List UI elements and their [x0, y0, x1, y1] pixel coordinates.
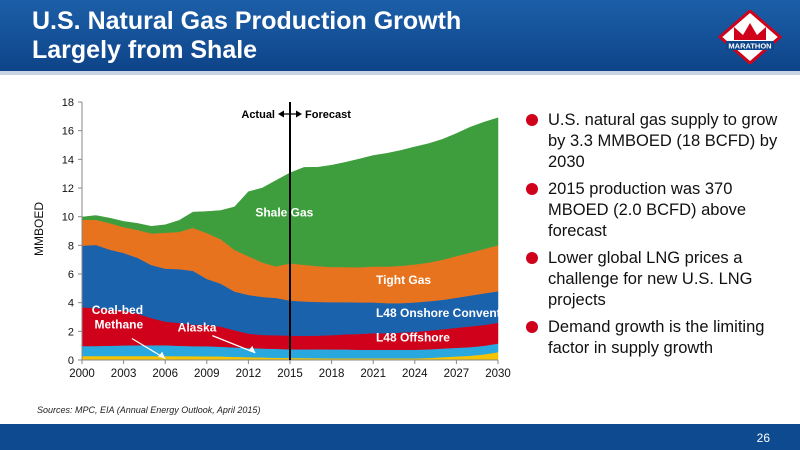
series-label: L48 Offshore	[376, 330, 450, 344]
alaska-pointer-arrow-icon	[248, 345, 256, 353]
logo-wordmark: MARATHON	[728, 42, 771, 51]
x-tick-label: 2027	[444, 368, 470, 380]
title-bar	[0, 0, 800, 71]
series-label: L48 Onshore Conventional	[376, 306, 512, 320]
slide-title-line-2: Largely from Shale	[32, 36, 258, 64]
x-tick-label: 2012	[236, 368, 262, 380]
series-label: Coal-bed	[92, 303, 143, 317]
bullet-item: U.S. natural gas supply to grow by 3.3 M…	[526, 110, 788, 173]
actual-label: Actual	[241, 109, 275, 121]
arrow-left-icon	[278, 110, 284, 118]
x-tick-label: 2030	[485, 368, 511, 380]
bullet-text: Lower global LNG prices a challenge for …	[548, 249, 753, 309]
coalbed-pointer-arrow-icon	[158, 351, 166, 359]
y-tick-label: 4	[68, 298, 74, 310]
arrow-right-icon	[296, 110, 302, 118]
series-label: Tight Gas	[376, 273, 431, 287]
bullet-text: Demand growth is the limiting factor in …	[548, 318, 765, 357]
y-tick-label: 6	[68, 269, 74, 281]
source-note: Sources: MPC, EIA (Annual Energy Outlook…	[37, 405, 261, 415]
x-tick-label: 2021	[360, 368, 386, 380]
x-tick-label: 2024	[402, 368, 428, 380]
y-tick-label: 18	[62, 97, 74, 109]
y-tick-label: 12	[62, 183, 74, 195]
slide-title-line-1: U.S. Natural Gas Production Growth	[32, 7, 462, 35]
bullet-item: Lower global LNG prices a challenge for …	[526, 248, 788, 311]
x-tick-label: 2009	[194, 368, 220, 380]
bullet-dot-icon	[526, 114, 538, 126]
bullet-dot-icon	[526, 183, 538, 195]
series-label: Alaska	[178, 320, 217, 334]
production-chart: MMBOED 0 2 4 6 8 10 12 14 16 18 2000 2003 2006 2009 20…	[32, 97, 512, 380]
y-axis-label: MMBOED	[32, 202, 46, 256]
slide-title: U.S. Natural Gas Production Growth Large…	[32, 7, 461, 65]
y-tick-label: 8	[68, 240, 74, 252]
x-tick-label: 2003	[111, 368, 137, 380]
bullet-item: 2015 production was 370 MBOED (2.0 BCFD)…	[526, 179, 788, 242]
footer-bar	[0, 424, 800, 450]
bullet-item: Demand growth is the limiting factor in …	[526, 317, 788, 359]
y-tick-label: 0	[68, 355, 74, 367]
bullet-text: 2015 production was 370 MBOED (2.0 BCFD)…	[548, 180, 747, 240]
bullet-list: U.S. natural gas supply to grow by 3.3 M…	[526, 110, 788, 365]
forecast-label: Forecast	[305, 109, 351, 121]
x-tick-label: 2018	[319, 368, 345, 380]
y-tick-label: 10	[62, 212, 74, 224]
bullet-dot-icon	[526, 321, 538, 333]
y-tick-label: 16	[62, 126, 74, 138]
page-number: 26	[756, 431, 770, 445]
alaska-pointer-line	[212, 335, 256, 354]
marathon-logo: MARATHON	[718, 10, 782, 64]
y-tick-label: 14	[62, 154, 74, 166]
bullet-text: U.S. natural gas supply to grow by 3.3 M…	[548, 111, 778, 171]
x-tick-label: 2015	[277, 368, 303, 380]
x-tick-label: 2006	[152, 368, 178, 380]
series-label: Shale Gas	[255, 206, 313, 220]
title-underline	[0, 71, 800, 75]
bullet-dot-icon	[526, 252, 538, 264]
y-tick-label: 2	[68, 326, 74, 338]
series-label: Methane	[94, 317, 143, 331]
x-tick-label: 2000	[69, 368, 95, 380]
